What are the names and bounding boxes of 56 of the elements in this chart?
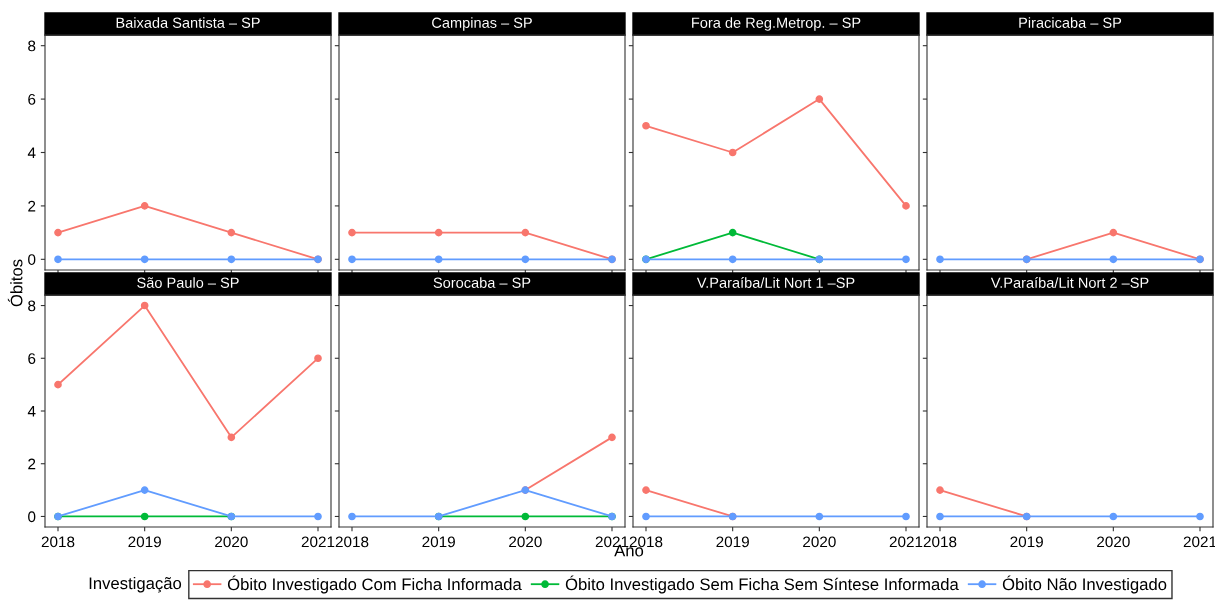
x-tick-label: 2019	[1010, 536, 1043, 548]
point	[140, 512, 149, 521]
point	[314, 512, 322, 521]
chart-title: Baixada Santista – SP	[116, 17, 260, 28]
x-tick-label: 2020	[1097, 536, 1130, 548]
point	[314, 354, 322, 363]
point	[728, 148, 737, 157]
legend-label: Óbito Não Investigado	[1002, 575, 1167, 594]
y-tick-label: 0	[28, 511, 36, 523]
point	[815, 95, 824, 103]
y-tick-label: 4	[27, 147, 36, 159]
legend-title: Investigação	[89, 576, 182, 593]
x-tick-label: 2019	[716, 536, 749, 548]
point	[54, 380, 62, 389]
chart-title: São Paulo – SP	[137, 277, 239, 288]
x-tick-label: 2020	[215, 536, 248, 548]
point	[140, 301, 149, 310]
y-tick-label: 8	[28, 300, 36, 312]
x-tick-label: 2019	[128, 536, 161, 548]
point	[642, 121, 650, 130]
point	[227, 255, 236, 264]
point	[140, 486, 149, 494]
point	[728, 255, 737, 264]
y-tick-label: 0	[28, 254, 36, 265]
point	[140, 255, 149, 264]
y-tick-label: 6	[28, 93, 36, 105]
y-tick-label: 6	[28, 353, 36, 364]
chart-title: V.Paraíba/Lit Nort 1 –SP	[696, 277, 855, 288]
legend-label: Óbito Investigado Com Ficha Informada	[227, 575, 522, 594]
chart-title: Piracicaba – SP	[1019, 17, 1122, 28]
chart-title: Sorocaba – SP	[433, 277, 531, 288]
x-tick-label: 2021	[889, 536, 923, 548]
chart-title: V.Paraíba/Lit Nort 2 –SP	[990, 277, 1149, 288]
y-tick-label: 2	[28, 200, 36, 212]
point	[227, 433, 236, 442]
x-tick-label: 2018	[923, 536, 957, 548]
chart-title: Fora de Reg.Metrop. – SP	[692, 17, 861, 31]
y-axis-title: Óbitos	[7, 259, 23, 307]
y-tick-label: 8	[28, 40, 36, 52]
x-tick-label: 2018	[41, 536, 75, 548]
point	[140, 202, 149, 210]
y-tick-label: 2	[28, 458, 36, 470]
y-tick-label: 4	[27, 406, 36, 417]
point	[54, 255, 62, 264]
x-tick-label: 2020	[803, 536, 836, 548]
point	[902, 255, 910, 264]
point	[54, 228, 62, 237]
legend-label: Óbito Investigado Sem Ficha Sem Síntese Informada	[565, 575, 959, 594]
chart-title: Campinas – SP	[432, 17, 532, 31]
x-tick-label: 2020	[509, 536, 542, 548]
point	[728, 228, 737, 237]
x-tick-label: 2019	[422, 536, 455, 548]
point	[227, 228, 236, 237]
x-tick-label: 2021	[301, 536, 335, 548]
point	[902, 202, 910, 210]
x-tick-label: 2018	[335, 536, 369, 548]
